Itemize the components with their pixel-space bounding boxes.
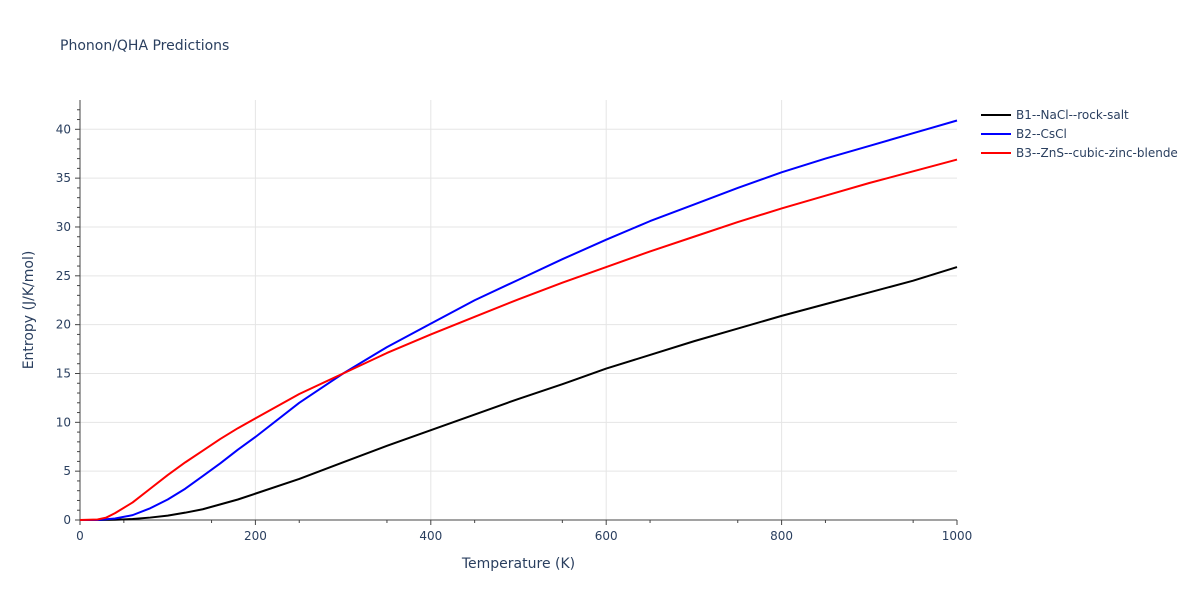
y-tick-label: 10 (56, 415, 71, 429)
x-tick-label: 0 (76, 529, 84, 543)
legend-label: B1--NaCl--rock-salt (1016, 108, 1129, 122)
y-axis-title: Entropy (J/K/mol) (21, 251, 37, 370)
x-tick-label: 200 (244, 529, 267, 543)
x-axis-title: Temperature (K) (461, 556, 575, 572)
x-tick-label: 400 (419, 529, 442, 543)
legend-label: B2--CsCl (1016, 127, 1067, 141)
chart-title: Phonon/QHA Predictions (60, 38, 229, 54)
x-tick-label: 1000 (942, 529, 973, 543)
y-tick-label: 40 (56, 122, 71, 136)
grid-lines (80, 100, 957, 520)
y-tick-label: 15 (56, 366, 71, 380)
y-tick-label: 5 (63, 464, 71, 478)
legend[interactable]: B1--NaCl--rock-salt B2--CsCl B3--ZnS--cubi… (981, 108, 1178, 160)
legend-item-2[interactable]: B3--ZnS--cubic-zinc-blende (981, 146, 1178, 160)
x-tick-label: 800 (770, 529, 793, 543)
series-line-1 (80, 119, 958, 521)
y-tick-label: 35 (56, 171, 71, 185)
series-line-0 (80, 266, 958, 521)
y-tick-label: 25 (56, 269, 71, 283)
y-tick-label: 0 (63, 513, 71, 527)
legend-item-1[interactable]: B2--CsCl (981, 127, 1067, 141)
y-tick-label: 30 (56, 220, 71, 234)
legend-item-0[interactable]: B1--NaCl--rock-salt (981, 108, 1129, 122)
series-line-2 (79, 158, 958, 521)
series-group (79, 119, 958, 521)
legend-label: B3--ZnS--cubic-zinc-blende (1016, 146, 1178, 160)
y-tick-label: 20 (56, 318, 71, 332)
x-tick-label: 600 (595, 529, 618, 543)
